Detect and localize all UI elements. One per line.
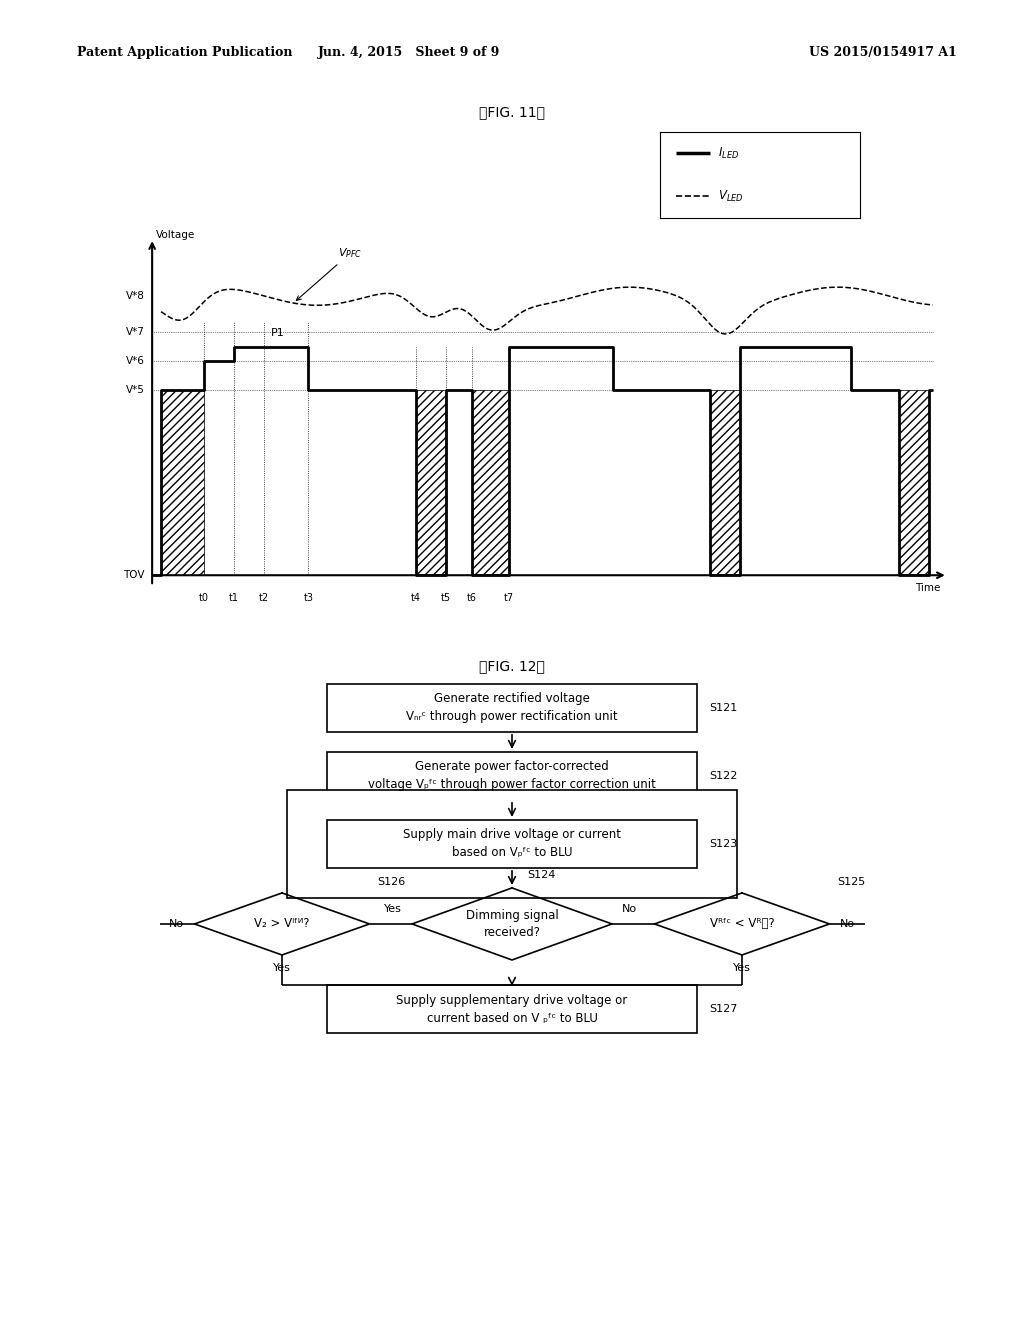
Text: No: No [169, 919, 184, 929]
Text: t3: t3 [303, 594, 313, 603]
Text: $V_{PFC}$: $V_{PFC}$ [296, 247, 362, 301]
Text: S124: S124 [527, 870, 555, 880]
Text: V*5: V*5 [126, 385, 144, 396]
Text: Yes: Yes [384, 904, 402, 913]
Text: Vᴿᶠᶜ < Vᴿ᭢?: Vᴿᶠᶜ < Vᴿ᭢? [710, 917, 774, 931]
Text: V₂ > Vᴵᶠᴻ?: V₂ > Vᴵᶠᴻ? [254, 917, 309, 931]
Text: US 2015/0154917 A1: US 2015/0154917 A1 [809, 46, 956, 59]
Text: S122: S122 [709, 771, 737, 781]
Bar [899, 391, 929, 576]
Text: V*6: V*6 [126, 356, 144, 367]
Text: No: No [622, 904, 637, 913]
Text: V*8: V*8 [126, 292, 144, 301]
Text: 【FIG. 12】: 【FIG. 12】 [479, 660, 545, 673]
Text: Patent Application Publication: Patent Application Publication [77, 46, 292, 59]
FancyBboxPatch shape [327, 820, 697, 869]
Text: Time: Time [914, 583, 940, 593]
Text: Supply supplementary drive voltage or
current based on V ₚᶠᶜ to BLU: Supply supplementary drive voltage or cu… [396, 994, 628, 1024]
Text: S123: S123 [709, 840, 737, 849]
Text: t1: t1 [229, 594, 239, 603]
Text: V*7: V*7 [126, 327, 144, 338]
FancyBboxPatch shape [327, 752, 697, 800]
Text: Supply main drive voltage or current
based on Vₚᶠᶜ to BLU: Supply main drive voltage or current bas… [403, 829, 621, 859]
Text: S126: S126 [378, 876, 406, 887]
Bar [416, 391, 445, 576]
FancyBboxPatch shape [287, 789, 737, 898]
Text: TOV: TOV [123, 570, 144, 581]
Text: Generate rectified voltage
Vₙᵣᶜ through power rectification unit: Generate rectified voltage Vₙᵣᶜ through … [407, 692, 617, 723]
FancyBboxPatch shape [327, 684, 697, 731]
Text: t4: t4 [411, 594, 421, 603]
Text: t6: t6 [467, 594, 477, 603]
Bar [710, 391, 739, 576]
Text: P1: P1 [271, 327, 285, 338]
Text: Generate power factor-corrected
voltage Vₚᶠᶜ through power factor correction uni: Generate power factor-corrected voltage … [368, 760, 656, 792]
Text: S121: S121 [709, 702, 737, 713]
Text: t2: t2 [259, 594, 268, 603]
Text: t0: t0 [200, 594, 209, 603]
Bar [161, 391, 204, 576]
Text: Dimming signal
received?: Dimming signal received? [466, 909, 558, 939]
Text: t7: t7 [504, 594, 514, 603]
Text: $I_{LED}$: $I_{LED}$ [719, 147, 739, 161]
Text: Voltage: Voltage [156, 230, 196, 240]
Text: t5: t5 [440, 594, 451, 603]
Text: S125: S125 [838, 876, 865, 887]
Text: Yes: Yes [733, 964, 751, 973]
Text: 【FIG. 11】: 【FIG. 11】 [479, 106, 545, 119]
Text: No: No [840, 919, 855, 929]
Text: Jun. 4, 2015   Sheet 9 of 9: Jun. 4, 2015 Sheet 9 of 9 [318, 46, 501, 59]
Bar [472, 391, 509, 576]
Text: $V_{LED}$: $V_{LED}$ [719, 189, 744, 203]
Text: S127: S127 [709, 1005, 737, 1014]
Text: Yes: Yes [273, 964, 291, 973]
FancyBboxPatch shape [327, 985, 697, 1034]
